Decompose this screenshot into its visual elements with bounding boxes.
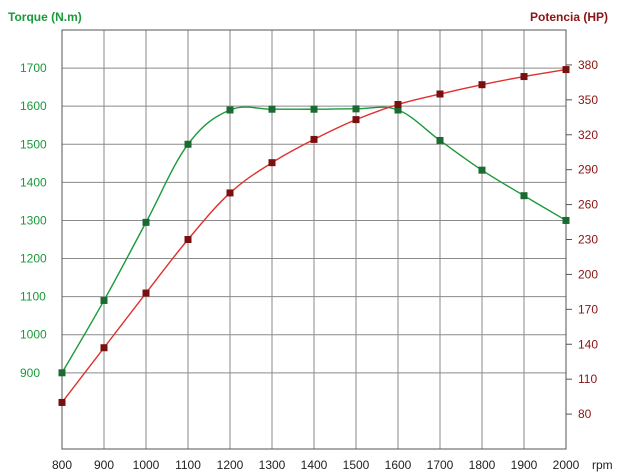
right-y-tick-label: 200 (578, 267, 598, 281)
left-y-tick-label: 1200 (20, 252, 47, 266)
left-y-tick-label: 1300 (20, 213, 47, 227)
x-tick-label: 2000 (553, 458, 580, 472)
x-tick-label: 1700 (427, 458, 454, 472)
x-tick-label: 1200 (217, 458, 244, 472)
series-markers (58, 66, 570, 406)
left-y-tick-label: 1000 (20, 328, 47, 342)
torque-point (562, 216, 570, 224)
torque-point (184, 140, 192, 148)
power-point (520, 73, 528, 81)
torque-point (310, 105, 318, 113)
right-y-tick-label: 170 (578, 302, 598, 316)
right-y-tick-label: 350 (578, 93, 598, 107)
left-y-tick-label: 1500 (20, 137, 47, 151)
x-tick-label: 1500 (343, 458, 370, 472)
x-tick-label: 900 (94, 458, 114, 472)
torque-point (436, 136, 444, 144)
power-point (58, 398, 66, 406)
power-point (184, 236, 192, 243)
x-tick-label: 1600 (385, 458, 412, 472)
torque-point (142, 218, 150, 226)
power-point (394, 100, 402, 108)
power-point (352, 116, 360, 124)
left-y-tick-label: 1100 (20, 290, 46, 304)
right-y-tick-label: 290 (578, 163, 598, 177)
power-point (100, 344, 108, 352)
right-y-tick-label: 80 (578, 407, 592, 421)
torque-point (394, 106, 402, 114)
torque-point (520, 192, 528, 200)
power-point (562, 66, 570, 74)
x-tick-label: 1000 (133, 458, 160, 472)
right-y-tick-label: 230 (578, 233, 598, 247)
plot-frame (61, 29, 567, 450)
x-axis-title: rpm (592, 458, 613, 472)
torque-point (100, 296, 108, 304)
left-y-tick-label: 1400 (20, 175, 47, 189)
torque-point (352, 105, 360, 113)
power-point (478, 81, 486, 89)
power-point (310, 135, 318, 143)
x-tick-label: 1100 (175, 458, 201, 472)
tick-labels: 800 900 1000 1100 1200 1300 1400 1500 1600 1700 18… (20, 58, 598, 472)
right-y-tick-label: 260 (578, 198, 598, 212)
power-point (268, 159, 276, 167)
right-y-tick-label: 380 (578, 58, 598, 72)
right-y-tick-label: 110 (578, 372, 597, 386)
power-point (436, 90, 444, 98)
left-y-tick-label: 900 (20, 366, 40, 380)
torque-point (268, 105, 276, 113)
right-axis-title: Potencia (HP) (530, 10, 608, 24)
right-y-tick-label: 320 (578, 128, 598, 142)
power-point (226, 189, 234, 197)
left-y-tick-label: 1700 (20, 61, 47, 75)
x-tick-label: 800 (52, 458, 72, 472)
left-axis-title: Torque (N.m) (8, 10, 82, 24)
grid (61, 30, 572, 449)
x-tick-label: 1800 (469, 458, 496, 472)
left-y-tick-label: 1600 (20, 99, 47, 113)
x-tick-label: 1400 (301, 458, 328, 472)
x-tick-label: 1900 (511, 458, 538, 472)
x-tick-label: 1300 (259, 458, 286, 472)
power-point (142, 289, 150, 297)
torque-point (58, 369, 66, 377)
torque-point (226, 106, 234, 114)
right-y-tick-label: 140 (578, 337, 598, 351)
torque-point (478, 166, 486, 174)
